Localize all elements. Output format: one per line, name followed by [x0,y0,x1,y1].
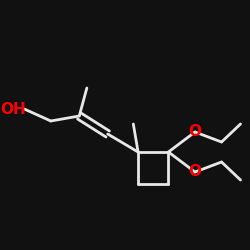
Text: O: O [188,124,202,140]
Text: OH: OH [0,102,26,116]
Text: O: O [188,164,202,180]
